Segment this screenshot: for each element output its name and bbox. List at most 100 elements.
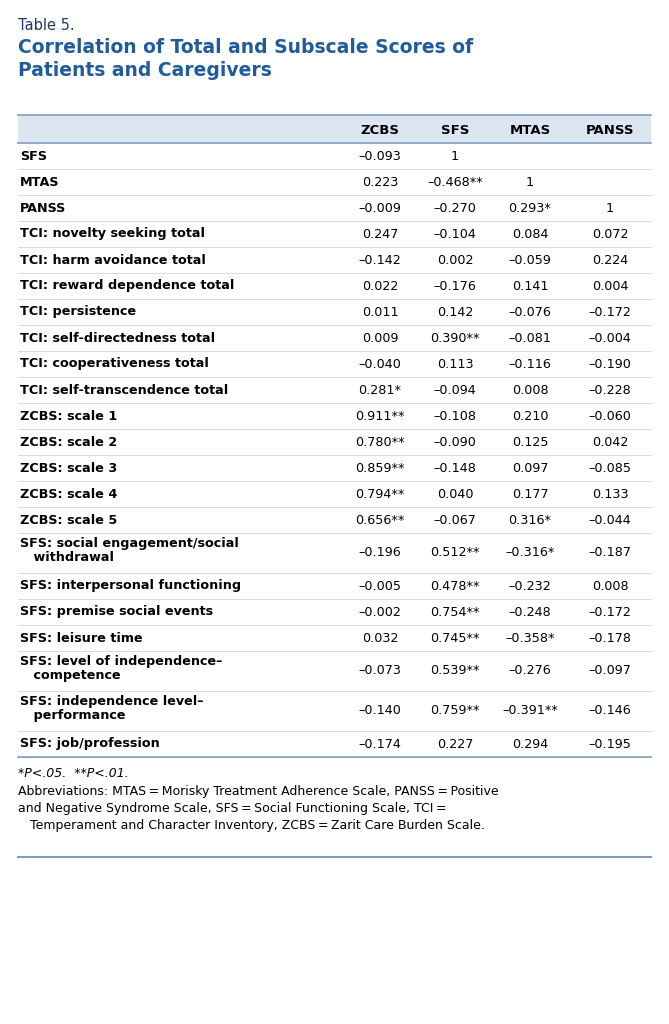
Text: MTAS: MTAS bbox=[20, 175, 60, 188]
Text: –0.176: –0.176 bbox=[434, 280, 476, 293]
Text: TCI: reward dependence total: TCI: reward dependence total bbox=[20, 280, 234, 293]
Text: 0.911**: 0.911** bbox=[355, 410, 405, 423]
Text: 0.316*: 0.316* bbox=[508, 513, 551, 526]
Text: ZCBS: scale 2: ZCBS: scale 2 bbox=[20, 435, 117, 449]
Text: –0.146: –0.146 bbox=[589, 705, 632, 718]
Text: –0.178: –0.178 bbox=[589, 632, 632, 644]
Text: 0.008: 0.008 bbox=[512, 384, 549, 396]
Text: SFS: leisure time: SFS: leisure time bbox=[20, 632, 142, 644]
Text: PANSS: PANSS bbox=[20, 202, 66, 214]
Text: 0.113: 0.113 bbox=[437, 357, 473, 371]
Text: 0.040: 0.040 bbox=[437, 487, 473, 501]
Text: 0.022: 0.022 bbox=[362, 280, 398, 293]
Text: 0.478**: 0.478** bbox=[430, 580, 480, 593]
Text: –0.195: –0.195 bbox=[589, 737, 632, 751]
Text: ZCBS: scale 5: ZCBS: scale 5 bbox=[20, 513, 117, 526]
Text: 0.141: 0.141 bbox=[512, 280, 549, 293]
Text: SFS: SFS bbox=[441, 124, 469, 136]
Text: TCI: self-transcendence total: TCI: self-transcendence total bbox=[20, 384, 228, 396]
Text: Correlation of Total and Subscale Scores of
Patients and Caregivers: Correlation of Total and Subscale Scores… bbox=[18, 38, 473, 81]
Text: –0.002: –0.002 bbox=[359, 605, 401, 618]
Text: 0.512**: 0.512** bbox=[430, 547, 480, 559]
Text: –0.391**: –0.391** bbox=[502, 705, 558, 718]
Text: –0.187: –0.187 bbox=[589, 547, 632, 559]
Text: 0.011: 0.011 bbox=[362, 305, 398, 318]
Text: 0.759**: 0.759** bbox=[430, 705, 480, 718]
Text: 0.745**: 0.745** bbox=[430, 632, 480, 644]
Text: 0.247: 0.247 bbox=[362, 227, 398, 241]
Text: 0.227: 0.227 bbox=[437, 737, 473, 751]
Text: –0.093: –0.093 bbox=[359, 150, 401, 163]
Text: 1: 1 bbox=[526, 175, 534, 188]
Text: 1: 1 bbox=[451, 150, 459, 163]
Text: SFS: SFS bbox=[20, 150, 47, 163]
Text: –0.004: –0.004 bbox=[589, 332, 632, 344]
Text: SFS: job/profession: SFS: job/profession bbox=[20, 737, 160, 751]
Text: 0.223: 0.223 bbox=[362, 175, 398, 188]
Text: –0.097: –0.097 bbox=[589, 665, 632, 678]
Text: –0.228: –0.228 bbox=[589, 384, 632, 396]
Text: –0.172: –0.172 bbox=[589, 605, 632, 618]
Text: 0.281*: 0.281* bbox=[359, 384, 401, 396]
Text: *P<.05.  **P<.01.: *P<.05. **P<.01. bbox=[18, 767, 128, 780]
Text: TCI: cooperativeness total: TCI: cooperativeness total bbox=[20, 357, 209, 371]
Text: 0.008: 0.008 bbox=[591, 580, 628, 593]
Text: –0.174: –0.174 bbox=[359, 737, 401, 751]
Text: ZCBS: scale 1: ZCBS: scale 1 bbox=[20, 410, 117, 423]
Text: –0.076: –0.076 bbox=[508, 305, 551, 318]
Text: 0.042: 0.042 bbox=[592, 435, 628, 449]
Text: 0.293*: 0.293* bbox=[508, 202, 551, 214]
Text: 0.390**: 0.390** bbox=[430, 332, 480, 344]
Text: –0.140: –0.140 bbox=[359, 705, 401, 718]
Text: SFS: premise social events: SFS: premise social events bbox=[20, 605, 213, 618]
Text: –0.190: –0.190 bbox=[589, 357, 632, 371]
Text: –0.196: –0.196 bbox=[359, 547, 401, 559]
Text: 0.142: 0.142 bbox=[437, 305, 473, 318]
Text: ZCBS: scale 3: ZCBS: scale 3 bbox=[20, 462, 117, 474]
Text: 0.656**: 0.656** bbox=[355, 513, 405, 526]
Text: –0.276: –0.276 bbox=[508, 665, 551, 678]
Text: withdrawal: withdrawal bbox=[20, 551, 114, 564]
Text: –0.073: –0.073 bbox=[359, 665, 401, 678]
Text: 0.224: 0.224 bbox=[592, 254, 628, 266]
Text: –0.116: –0.116 bbox=[508, 357, 551, 371]
Text: –0.044: –0.044 bbox=[589, 513, 632, 526]
Text: competence: competence bbox=[20, 669, 120, 682]
Text: SFS: independence level–: SFS: independence level– bbox=[20, 695, 203, 708]
Text: TCI: self-directedness total: TCI: self-directedness total bbox=[20, 332, 215, 344]
Text: TCI: harm avoidance total: TCI: harm avoidance total bbox=[20, 254, 206, 266]
Text: –0.270: –0.270 bbox=[434, 202, 476, 214]
Text: –0.009: –0.009 bbox=[359, 202, 401, 214]
Text: SFS: level of independence–: SFS: level of independence– bbox=[20, 655, 222, 668]
Text: Table 5.: Table 5. bbox=[18, 18, 75, 33]
Text: –0.468**: –0.468** bbox=[427, 175, 483, 188]
Text: SFS: social engagement/social: SFS: social engagement/social bbox=[20, 537, 239, 550]
Text: 0.539**: 0.539** bbox=[430, 665, 480, 678]
Text: 1: 1 bbox=[606, 202, 614, 214]
Text: –0.248: –0.248 bbox=[508, 605, 551, 618]
Text: –0.040: –0.040 bbox=[359, 357, 401, 371]
Text: –0.067: –0.067 bbox=[434, 513, 476, 526]
Text: 0.133: 0.133 bbox=[591, 487, 628, 501]
Text: ZCBS: scale 4: ZCBS: scale 4 bbox=[20, 487, 117, 501]
Text: 0.125: 0.125 bbox=[512, 435, 549, 449]
Text: PANSS: PANSS bbox=[586, 124, 634, 136]
Text: –0.090: –0.090 bbox=[434, 435, 476, 449]
Text: 0.002: 0.002 bbox=[437, 254, 473, 266]
Text: 0.780**: 0.780** bbox=[355, 435, 405, 449]
Text: 0.294: 0.294 bbox=[512, 737, 548, 751]
Text: 0.097: 0.097 bbox=[512, 462, 549, 474]
Text: –0.232: –0.232 bbox=[508, 580, 551, 593]
Text: –0.081: –0.081 bbox=[508, 332, 551, 344]
Text: –0.094: –0.094 bbox=[434, 384, 476, 396]
Text: –0.142: –0.142 bbox=[359, 254, 401, 266]
Text: –0.059: –0.059 bbox=[508, 254, 551, 266]
Text: TCI: novelty seeking total: TCI: novelty seeking total bbox=[20, 227, 205, 241]
Text: 0.032: 0.032 bbox=[362, 632, 398, 644]
Text: 0.084: 0.084 bbox=[512, 227, 549, 241]
Text: –0.148: –0.148 bbox=[434, 462, 476, 474]
Text: 0.004: 0.004 bbox=[592, 280, 628, 293]
Text: 0.177: 0.177 bbox=[512, 487, 549, 501]
Text: –0.172: –0.172 bbox=[589, 305, 632, 318]
Text: –0.358*: –0.358* bbox=[505, 632, 555, 644]
